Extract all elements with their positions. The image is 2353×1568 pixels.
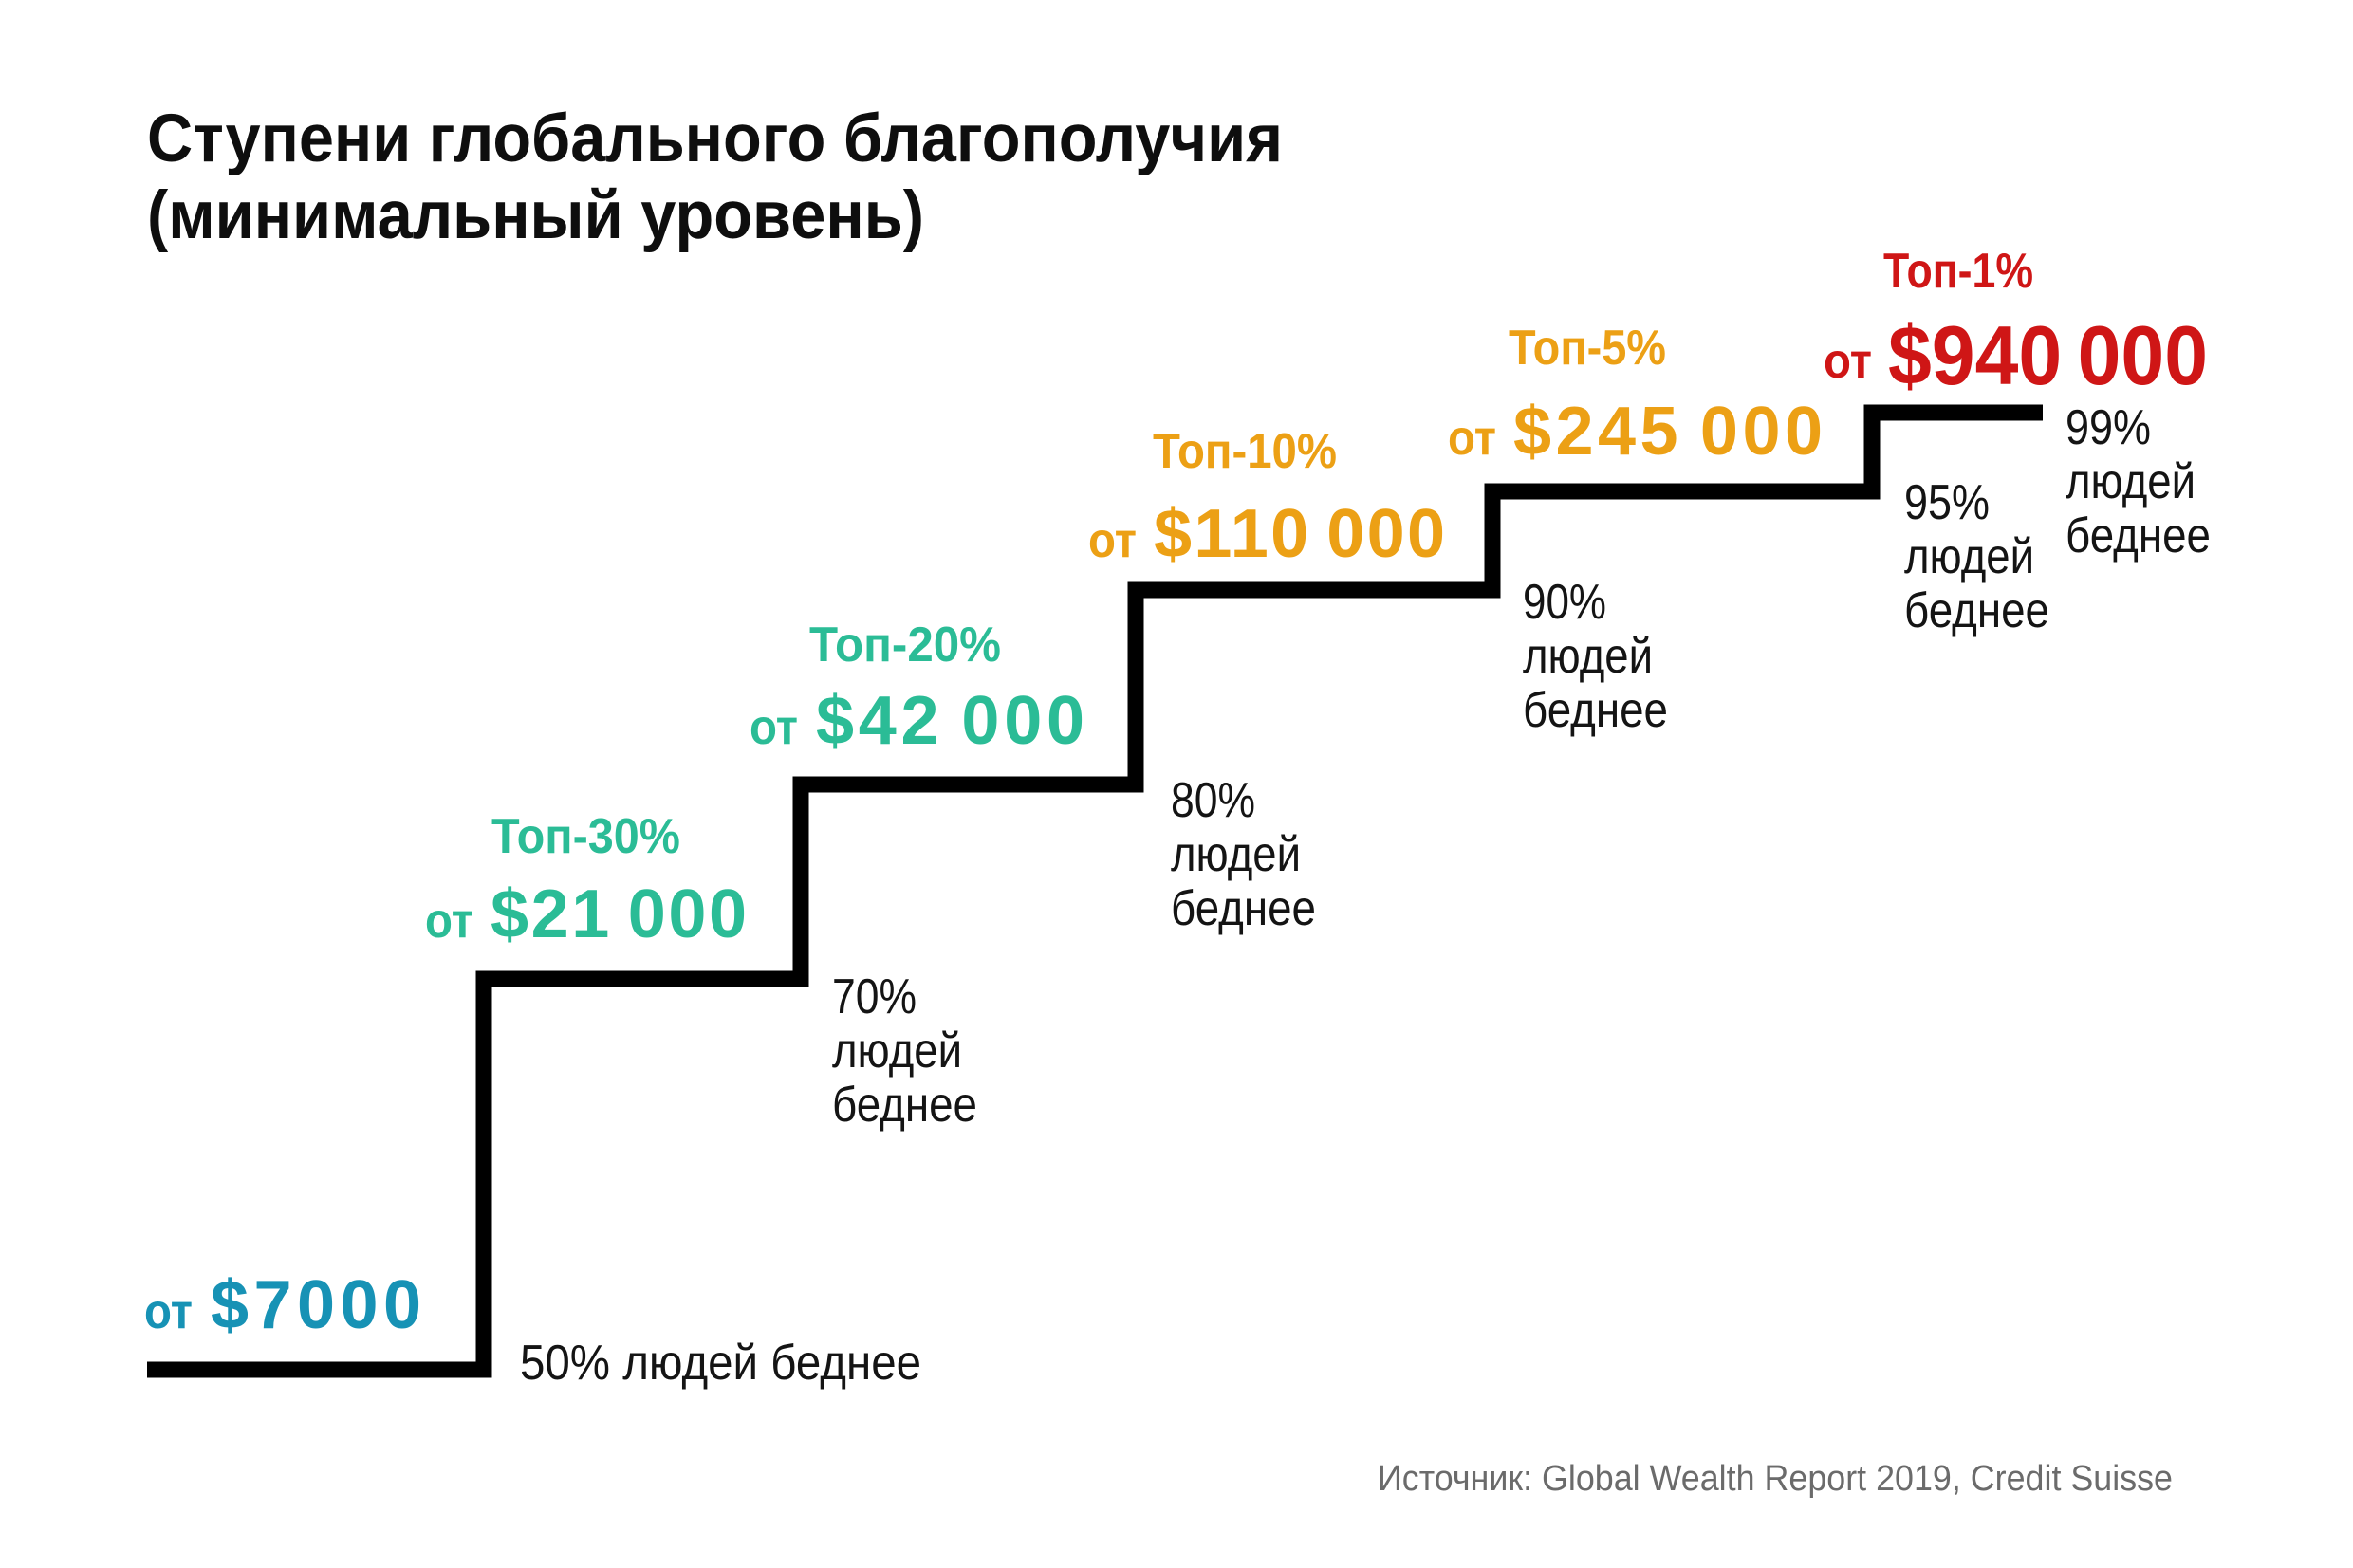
- svg-text:90%: 90%: [1523, 575, 1606, 630]
- svg-text:беднее: беднее: [832, 1078, 977, 1133]
- svg-text:80%: 80%: [1171, 773, 1255, 828]
- svg-text:$940 000: $940 000: [1888, 308, 2208, 402]
- svg-text:беднее: беднее: [1904, 583, 2049, 638]
- svg-text:людей: людей: [1523, 629, 1653, 684]
- svg-text:$245 000: $245 000: [1513, 394, 1823, 470]
- svg-text:Источник: Global Wealth Report: Источник: Global Wealth Report 2019, Cre…: [1378, 1459, 2173, 1499]
- svg-text:99%: 99%: [2066, 400, 2151, 455]
- svg-text:от: от: [1088, 513, 1137, 568]
- svg-text:беднее: беднее: [1171, 881, 1316, 936]
- svg-text:50% людей беднее: 50% людей беднее: [520, 1336, 921, 1391]
- svg-text:людей: людей: [1171, 827, 1301, 882]
- svg-text:беднее: беднее: [2066, 508, 2211, 563]
- svg-text:от: от: [1448, 411, 1496, 466]
- svg-text:$7000: $7000: [211, 1267, 421, 1343]
- svg-text:95%: 95%: [1904, 475, 1990, 530]
- svg-text:70%: 70%: [832, 969, 917, 1024]
- svg-text:от: от: [425, 894, 473, 949]
- svg-text:от: от: [1824, 334, 1872, 389]
- svg-text:от: от: [750, 700, 798, 755]
- svg-text:Топ-30%: Топ-30%: [491, 809, 680, 864]
- svg-text:людей: людей: [2066, 454, 2196, 509]
- svg-text:беднее: беднее: [1523, 683, 1668, 738]
- svg-text:от: от: [144, 1284, 193, 1339]
- svg-text:$42 000: $42 000: [816, 683, 1084, 759]
- svg-text:(минимальный уровень): (минимальный уровень): [147, 178, 924, 253]
- svg-text:людей: людей: [1904, 529, 2034, 584]
- svg-text:Топ-10%: Топ-10%: [1153, 424, 1337, 479]
- svg-text:людей: людей: [832, 1024, 962, 1079]
- svg-text:$110 000: $110 000: [1154, 496, 1445, 572]
- svg-text:Топ-20%: Топ-20%: [809, 618, 1001, 673]
- svg-text:$21 000: $21 000: [491, 876, 747, 952]
- svg-text:Топ-5%: Топ-5%: [1509, 321, 1666, 376]
- svg-text:Ступени глобального благополуч: Ступени глобального благополучия: [147, 101, 1283, 176]
- svg-text:Топ-1%: Топ-1%: [1883, 244, 2033, 299]
